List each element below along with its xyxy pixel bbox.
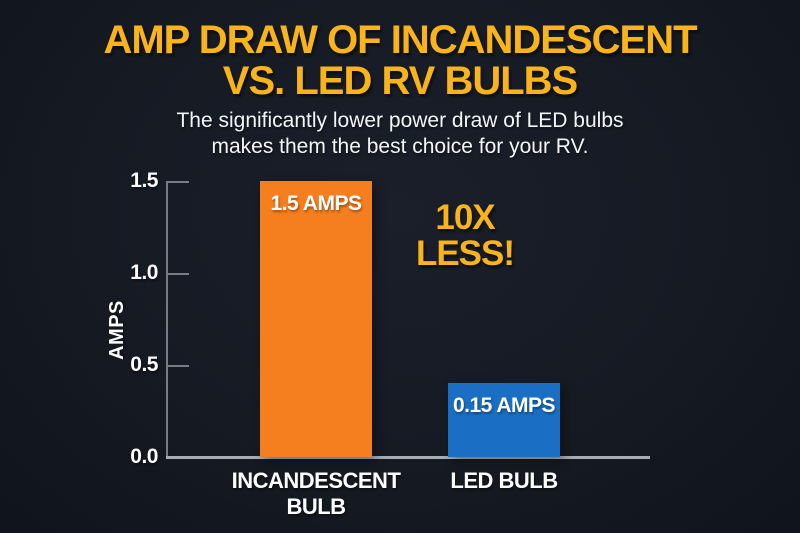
y-tick-label-0-0: 0.0 <box>130 445 158 468</box>
annotation-line-1: 10X <box>435 198 495 237</box>
bar-incandescent: 1.5 AMPS <box>260 181 372 457</box>
page-title-line-2: VS. LED RV BULBS <box>222 59 578 103</box>
category-label-incandescent: INCANDESCENT BULB <box>206 468 426 520</box>
bar-value-label-led: 0.15 AMPS <box>452 394 556 417</box>
page-subtitle-line-1: The significantly lower power draw of LE… <box>176 109 624 132</box>
bar-led: 0.15 AMPS <box>448 383 560 457</box>
page-subtitle-line-2: makes them the best choice for your RV. <box>211 135 589 158</box>
category-label-led: LED BULB <box>394 468 614 494</box>
annotation-line-2: LESS! <box>415 234 515 273</box>
y-axis-line <box>166 181 168 458</box>
y-axis-tick-mark <box>166 273 189 275</box>
category-label-incandescent-line-1: INCANDESCENT <box>231 468 401 493</box>
y-tick-label-1-5: 1.5 <box>130 169 158 192</box>
category-label-incandescent-line-2: BULB <box>286 494 346 519</box>
y-tick-label-0-5: 0.5 <box>130 353 158 376</box>
page-title-line-1: AMP DRAW OF INCANDESCENT <box>103 18 697 62</box>
page-subtitle: The significantly lower power draw of LE… <box>0 108 800 160</box>
x-axis-baseline <box>166 456 650 459</box>
annotation-10x-less: 10X LESS! <box>398 200 532 272</box>
bar-value-label-incandescent: 1.5 AMPS <box>270 192 362 215</box>
page-title: AMP DRAW OF INCANDESCENT VS. LED RV BULB… <box>0 20 800 102</box>
y-axis-tick-mark <box>166 181 189 183</box>
y-tick-label-1-0: 1.0 <box>130 261 158 284</box>
y-axis-title: AMPS <box>106 300 128 360</box>
category-label-led-line-1: LED BULB <box>450 468 558 493</box>
y-axis-tick-mark <box>166 365 189 367</box>
